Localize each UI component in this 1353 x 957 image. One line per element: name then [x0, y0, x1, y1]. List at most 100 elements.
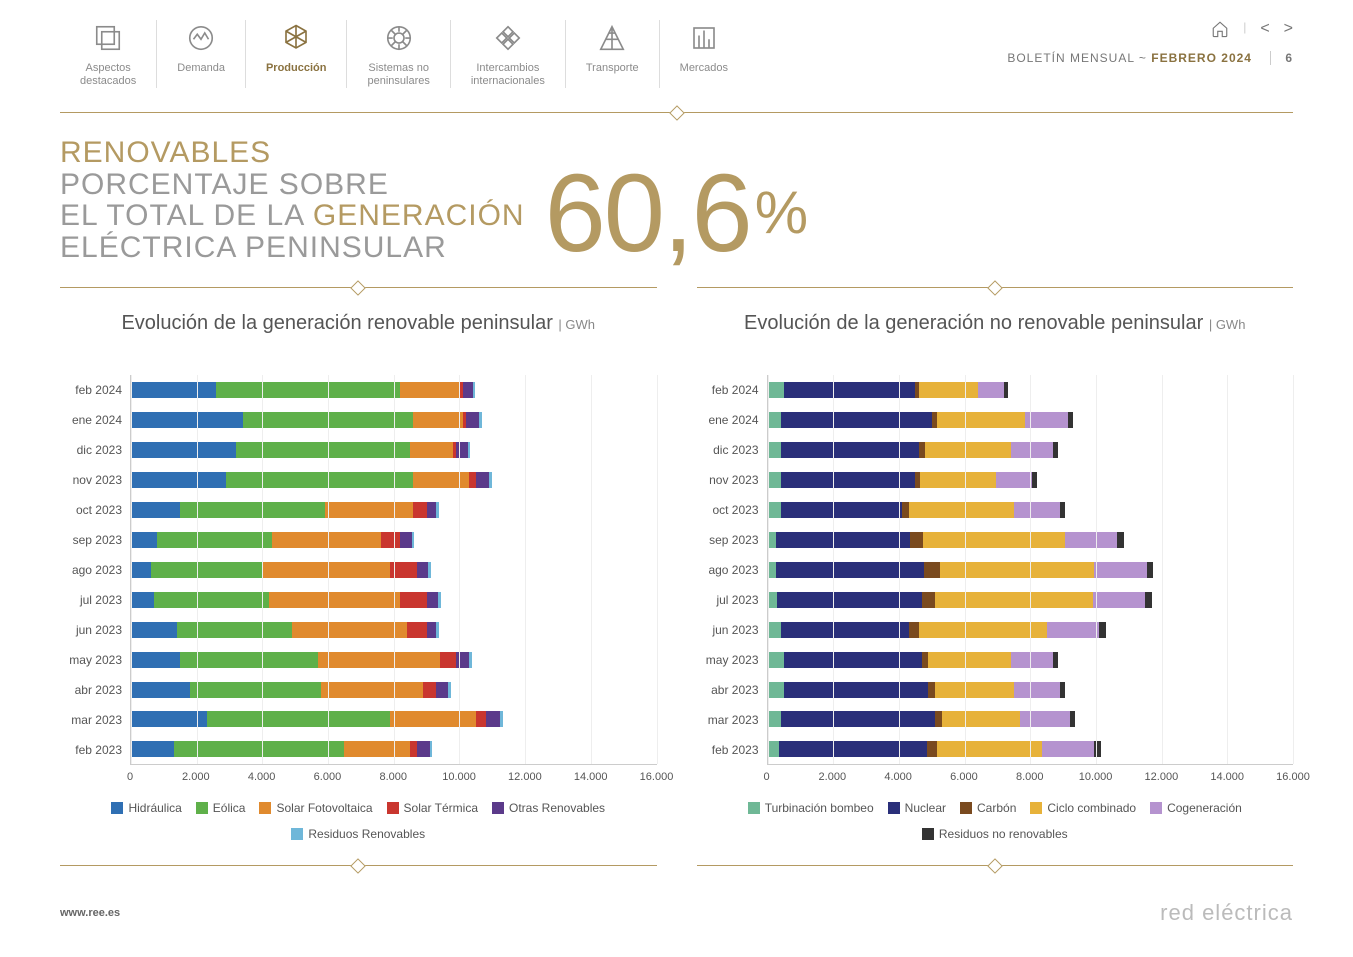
legend-label: Eólica — [213, 801, 246, 815]
bar-segment — [400, 382, 459, 398]
ylabel: mar 2023 — [697, 713, 759, 727]
bar-segment — [436, 502, 439, 518]
page-number: 6 — [1270, 51, 1293, 65]
headline-value: 60,6% — [545, 164, 806, 263]
legend-label: Nuclear — [905, 801, 946, 815]
legend-item: Otras Renovables — [492, 801, 605, 815]
bar-segment — [940, 562, 1094, 578]
bar-segment — [325, 502, 414, 518]
legend-item: Carbón — [960, 801, 1016, 815]
bar-segment — [427, 502, 437, 518]
bar-segment — [1020, 711, 1069, 727]
nav-tab-6[interactable]: Mercados — [660, 20, 748, 88]
bar-segment — [131, 502, 180, 518]
ylabel: feb 2023 — [697, 743, 759, 757]
nav-icon — [367, 20, 429, 56]
footer-url[interactable]: www.ree.es — [60, 907, 120, 919]
nav-icon — [680, 20, 728, 56]
bar-segment — [781, 711, 935, 727]
bar-segment — [924, 562, 940, 578]
bar-segment — [468, 442, 471, 458]
legend-swatch — [196, 802, 208, 814]
xtick: 14.000 — [574, 771, 608, 783]
bar-segment — [1147, 562, 1154, 578]
bar-segment — [1099, 622, 1106, 638]
bar-segment — [779, 741, 927, 757]
next-icon[interactable]: > — [1284, 20, 1293, 41]
bar-segment — [781, 472, 916, 488]
bar-segment — [784, 652, 922, 668]
ylabel: jun 2023 — [697, 623, 759, 637]
nav-tab-3[interactable]: Sistemas nopeninsulares — [347, 20, 450, 88]
ylabel: sep 2023 — [60, 533, 122, 547]
bar-segment — [909, 622, 919, 638]
nav-tab-0[interactable]: Aspectosdestacados — [60, 20, 157, 88]
bar-segment — [768, 412, 781, 428]
bar-segment — [476, 711, 486, 727]
bar-segment — [469, 652, 472, 668]
ylabel: oct 2023 — [60, 503, 122, 517]
bar-segment — [1068, 412, 1073, 428]
bar-segment — [131, 382, 216, 398]
bar-segment — [1004, 382, 1008, 398]
bar-segment — [919, 622, 1047, 638]
bar-segment — [216, 382, 400, 398]
bar-segment — [436, 622, 439, 638]
nav-tab-1[interactable]: Demanda — [157, 20, 246, 88]
home-icon[interactable] — [1211, 20, 1229, 41]
prev-icon[interactable]: < — [1260, 20, 1269, 41]
xtick: 12.000 — [1145, 771, 1179, 783]
xtick: 10.000 — [442, 771, 476, 783]
nav-tab-4[interactable]: Intercambiosinternacionales — [451, 20, 566, 88]
bar-segment — [456, 652, 469, 668]
bar-segment — [1011, 652, 1054, 668]
bar-segment — [410, 442, 453, 458]
legend-label: Cogeneración — [1167, 801, 1242, 815]
legend-swatch — [1030, 802, 1042, 814]
bar-segment — [1070, 711, 1075, 727]
xtick: 16.000 — [640, 771, 674, 783]
bar-segment — [131, 682, 190, 698]
bar-segment — [318, 652, 440, 668]
legend-swatch — [922, 828, 934, 840]
nav-tab-2[interactable]: Producción — [246, 20, 348, 88]
legend-swatch — [960, 802, 972, 814]
bar-segment — [413, 472, 469, 488]
ylabel: jun 2023 — [60, 623, 122, 637]
legend-swatch — [1150, 802, 1162, 814]
bar-segment — [768, 562, 776, 578]
nav-label: Sistemas nopeninsulares — [367, 62, 429, 88]
bar-segment — [131, 622, 177, 638]
xtick: 10.000 — [1079, 771, 1113, 783]
bar-segment — [131, 592, 154, 608]
xtick: 14.000 — [1210, 771, 1244, 783]
bar-segment — [1060, 502, 1065, 518]
bar-segment — [131, 711, 207, 727]
bar-segment — [1011, 442, 1054, 458]
bar-segment — [131, 442, 236, 458]
ylabel: nov 2023 — [697, 473, 759, 487]
bar-segment — [174, 741, 345, 757]
bar-segment — [781, 502, 903, 518]
bar-segment — [427, 622, 437, 638]
bar-segment — [928, 652, 1010, 668]
xtick: 2.000 — [182, 771, 210, 783]
ylabel: dic 2023 — [697, 443, 759, 457]
legend-label: Hidráulica — [128, 801, 181, 815]
nav-label: Demanda — [177, 62, 225, 75]
bar-segment — [226, 472, 413, 488]
bar-segment — [1025, 412, 1068, 428]
legend-item: Eólica — [196, 801, 246, 815]
legend-item: Nuclear — [888, 801, 946, 815]
chart-nonrenewable: Evolución de la generación no renovable … — [697, 263, 1294, 890]
legend-label: Ciclo combinado — [1047, 801, 1136, 815]
bar-segment — [428, 562, 431, 578]
legend-label: Carbón — [977, 801, 1016, 815]
ylabel: mar 2023 — [60, 713, 122, 727]
bar-segment — [768, 622, 781, 638]
nav-label: Mercados — [680, 62, 728, 75]
legend-item: Solar Térmica — [387, 801, 478, 815]
bar-segment — [1093, 592, 1146, 608]
nav-tab-5[interactable]: Transporte — [566, 20, 660, 88]
legend-swatch — [111, 802, 123, 814]
